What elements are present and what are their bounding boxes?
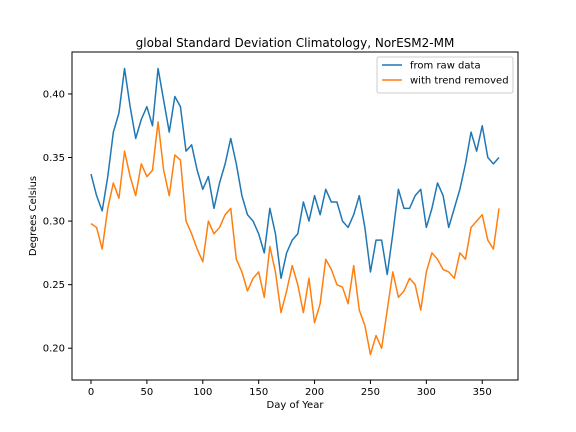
y-tick-label: 0.40 bbox=[43, 89, 65, 100]
series-line-from-raw-data bbox=[90, 67, 500, 280]
y-tick-label: 0.25 bbox=[43, 280, 65, 291]
y-axis-label: Degrees Celsius bbox=[28, 176, 39, 256]
y-tick-label: 0.20 bbox=[43, 344, 65, 355]
x-tick-label: 200 bbox=[305, 387, 324, 398]
legend-label-with-trend-removed: with trend removed bbox=[410, 76, 509, 87]
x-axis: 0 50 100 150 200 250 300 350 bbox=[88, 380, 492, 398]
x-tick-label: 50 bbox=[141, 387, 154, 398]
x-tick-label: 300 bbox=[417, 387, 436, 398]
y-tick-label: 0.35 bbox=[43, 153, 65, 164]
x-tick-label: 100 bbox=[193, 387, 212, 398]
x-tick-label: 0 bbox=[88, 387, 94, 398]
legend-box bbox=[376, 56, 514, 94]
x-tick-label: 350 bbox=[473, 387, 492, 398]
series-layer bbox=[90, 67, 500, 356]
x-tick-label: 150 bbox=[249, 387, 268, 398]
series-line-with-trend-removed bbox=[90, 121, 500, 356]
y-axis: 0.20 0.25 0.30 0.35 0.40 bbox=[43, 89, 72, 355]
chart-title: global Standard Deviation Climatology, N… bbox=[136, 36, 455, 50]
x-axis-label: Day of Year bbox=[267, 400, 325, 411]
x-tick-label: 250 bbox=[361, 387, 380, 398]
legend-label-from-raw-data: from raw data bbox=[410, 61, 481, 72]
plot-frame bbox=[71, 51, 519, 381]
legend: from raw data with trend removed bbox=[376, 56, 514, 94]
y-tick-label: 0.30 bbox=[43, 217, 65, 228]
